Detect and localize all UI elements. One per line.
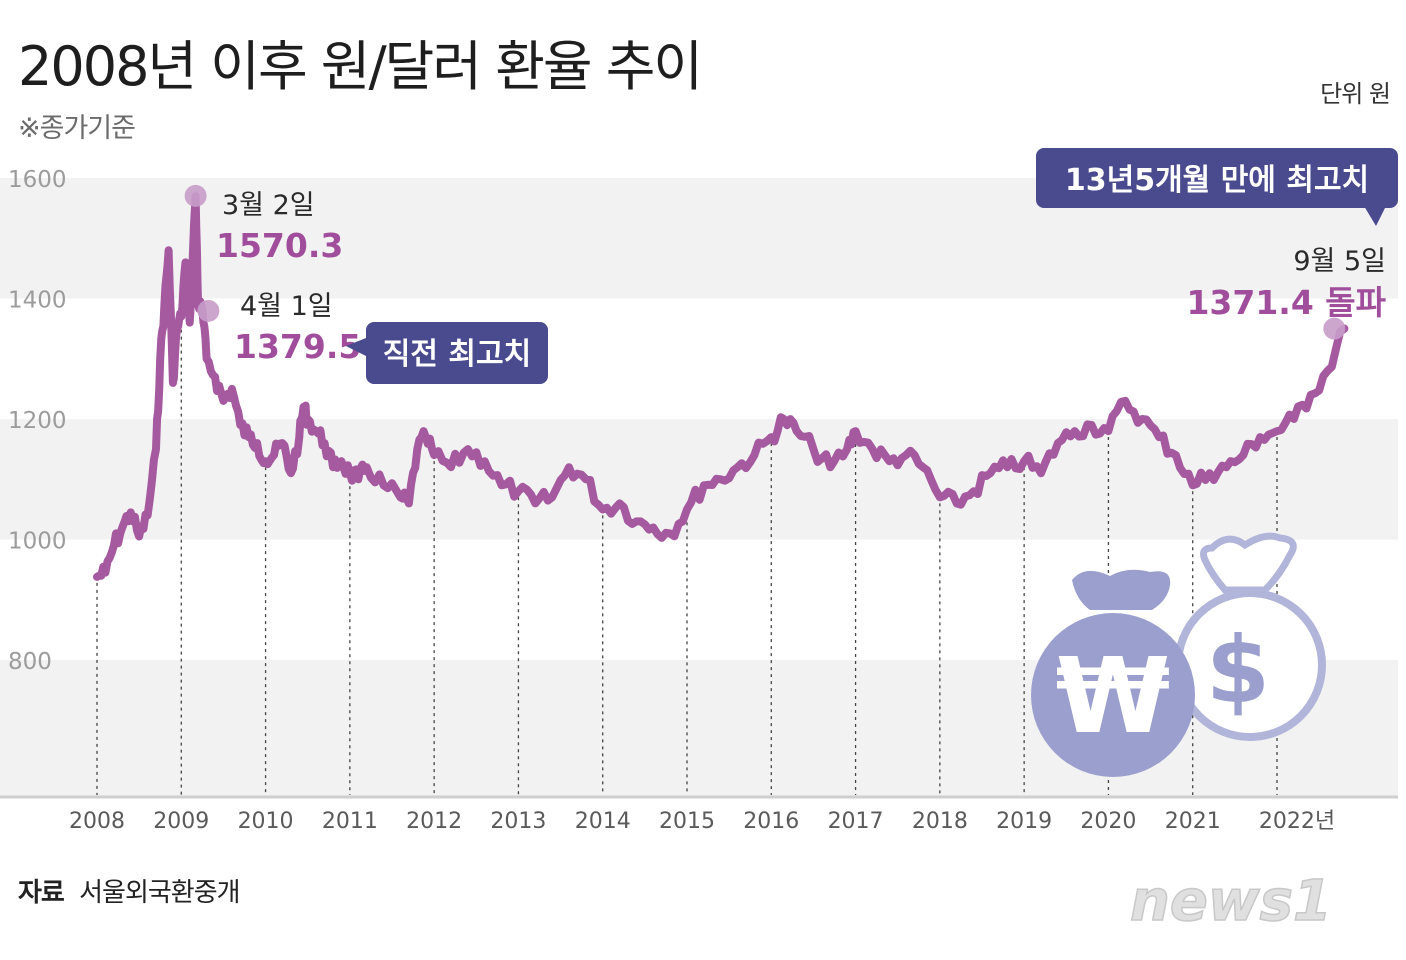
source-text: 서울외국환중개 xyxy=(79,878,240,908)
annotation-markers xyxy=(184,184,1346,340)
y-axis: 800 1000 1200 1400 1600 xyxy=(8,167,67,675)
unit-label: 단위 원 xyxy=(1320,80,1391,108)
x-tick-label: 2018 xyxy=(912,809,968,834)
y-tick-label: 1200 xyxy=(8,408,67,434)
page-subtitle: ※종가기준 xyxy=(18,113,136,144)
source-heading: 자료 xyxy=(18,878,65,908)
won-money-bag-icon: ₩ xyxy=(1031,569,1195,777)
annotation-marker xyxy=(197,299,220,322)
peak-date-label: 3월 2일 xyxy=(222,190,315,221)
latest-high-callout-text: 13년5개월 만에 최고치 xyxy=(1065,163,1369,198)
latest-high-callout: 13년5개월 만에 최고치 xyxy=(1036,148,1398,226)
prev-high-value-label: 1379.5 xyxy=(234,327,361,366)
y-tick-label: 1600 xyxy=(8,167,67,193)
annotation-marker xyxy=(184,184,207,207)
x-tick-label: 2016 xyxy=(743,809,799,834)
x-tick-label: 2020 xyxy=(1080,809,1136,834)
x-tick-label: 2021 xyxy=(1165,809,1221,834)
y-tick-label: 1000 xyxy=(8,529,67,555)
x-tick-label: 2022년 xyxy=(1259,809,1335,834)
x-tick-label: 2008 xyxy=(69,809,125,834)
svg-text:₩: ₩ xyxy=(1056,635,1171,757)
news1-logo: news1 xyxy=(1129,868,1332,935)
latest-date-label: 9월 5일 xyxy=(1293,246,1386,277)
page-title: 2008년 이후 원/달러 환율 추이 xyxy=(18,35,703,98)
x-tick-label: 2011 xyxy=(322,809,378,834)
x-tick-label: 2019 xyxy=(996,809,1052,834)
series-line xyxy=(93,192,1349,581)
news1-logo-text: news1 xyxy=(1130,869,1332,934)
x-tick-label: 2012 xyxy=(406,809,462,834)
latest-value-label: 1371.4 돌파 xyxy=(1186,283,1386,322)
y-tick-label: 1400 xyxy=(8,288,67,314)
prev-high-callout: 직전 최고치 xyxy=(346,322,548,384)
dollar-money-bag-icon: $ xyxy=(1174,532,1326,741)
svg-text:$: $ xyxy=(1206,617,1270,724)
x-tick-label: 2010 xyxy=(238,809,294,834)
source-note: 자료 서울외국환중개 xyxy=(18,872,241,909)
x-tick-label: 2014 xyxy=(575,809,631,834)
x-tick-label: 2017 xyxy=(828,809,884,834)
year-guide-lines xyxy=(96,322,1278,795)
x-tick-label: 2009 xyxy=(153,809,209,834)
x-tick-label: 2015 xyxy=(659,809,715,834)
x-axis: 2008 2009 2010 2011 2012 2013 2014 2015 2016 2017… xyxy=(69,809,1335,834)
prev-high-date-label: 4월 1일 xyxy=(240,291,333,322)
x-tick-label: 2013 xyxy=(490,809,546,834)
y-tick-label: 800 xyxy=(8,649,52,675)
annotation-marker xyxy=(1323,317,1346,340)
exchange-rate-chart: 800 1000 1200 1400 1600 2008 2009 2010 2011 2012… xyxy=(0,148,1398,834)
peak-value-label: 1570.3 xyxy=(216,226,343,265)
prev-high-callout-text: 직전 최고치 xyxy=(383,337,531,372)
